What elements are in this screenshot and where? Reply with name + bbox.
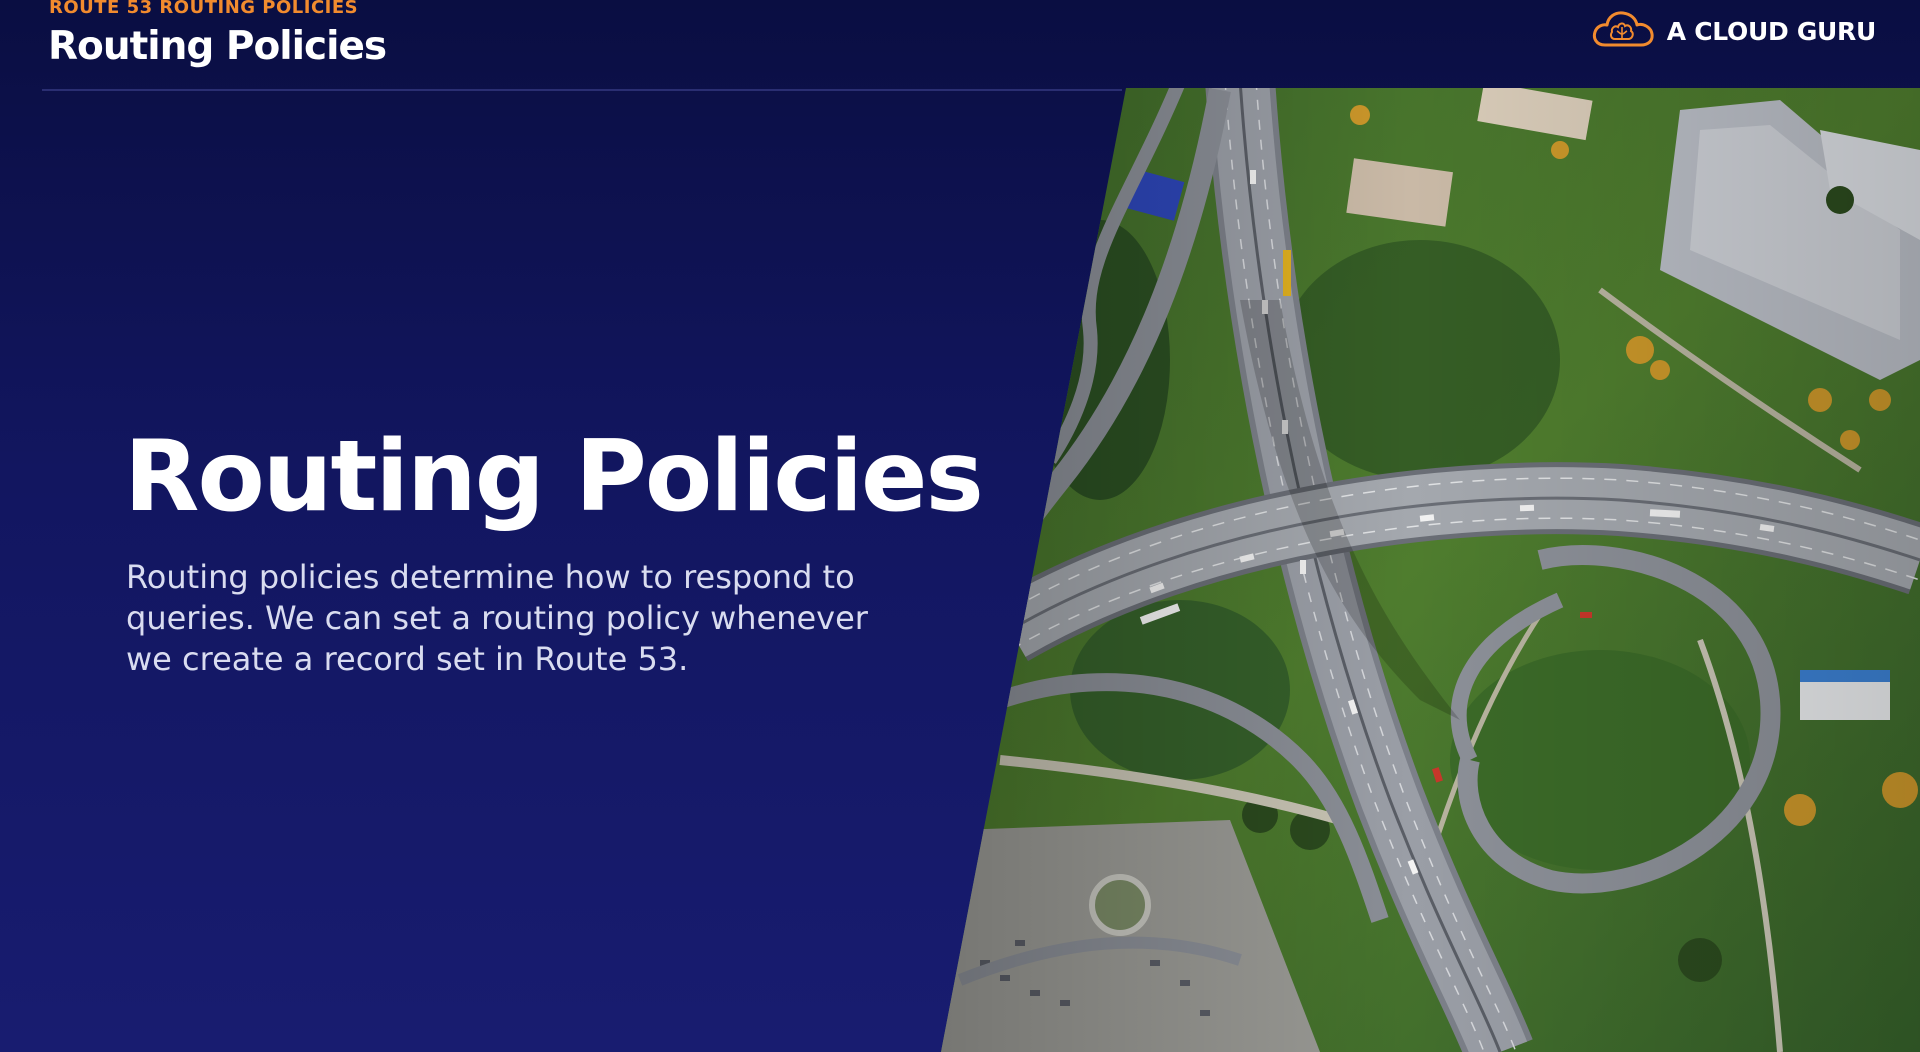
brand-logo: A CLOUD GURU	[1591, 10, 1876, 52]
brand-name: A CLOUD GURU	[1666, 16, 1877, 46]
page-description: Routing policies determine how to respon…	[126, 558, 868, 678]
header-title: Routing Policies	[48, 24, 387, 69]
section-eyebrow: ROUTE 53 ROUTING POLICIES	[49, 0, 359, 18]
page-title: Routing Policies	[124, 420, 984, 534]
header-divider	[42, 89, 1122, 91]
cloud-brain-icon	[1591, 9, 1655, 53]
